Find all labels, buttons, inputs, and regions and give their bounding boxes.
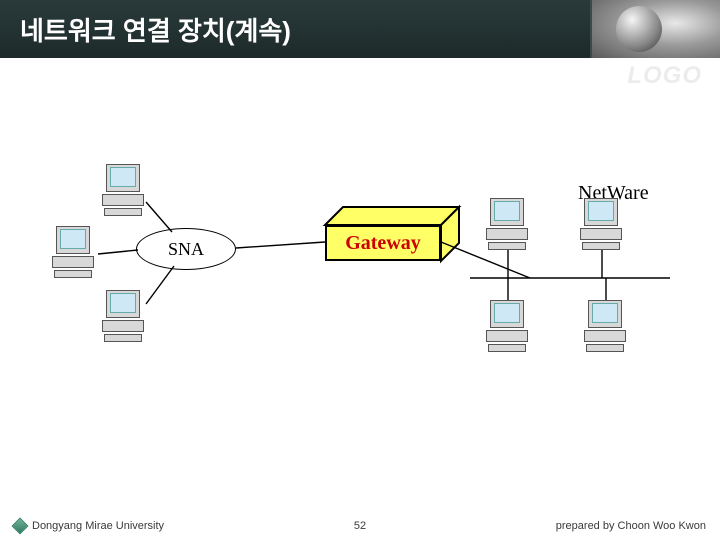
computer-icon bbox=[484, 300, 532, 352]
header-ornament bbox=[590, 0, 720, 58]
header-bar: 네트워크 연결 장치(계속) bbox=[0, 0, 720, 58]
footer-diamond-icon bbox=[12, 518, 29, 535]
footer: Dongyang Mirae University 52 prepared by… bbox=[0, 512, 720, 540]
computer-icon bbox=[50, 226, 98, 278]
computer-icon bbox=[484, 198, 532, 250]
computer-icon bbox=[582, 300, 630, 352]
slide: 네트워크 연결 장치(계속) LOGO SNA Gateway NetWare bbox=[0, 0, 720, 540]
slide-title: 네트워크 연결 장치(계속) bbox=[0, 11, 291, 48]
network-diagram: SNA Gateway NetWare bbox=[30, 150, 690, 410]
footer-left: Dongyang Mirae University bbox=[14, 520, 164, 532]
logo-watermark: LOGO bbox=[627, 62, 702, 90]
footer-university: Dongyang Mirae University bbox=[32, 520, 164, 532]
computer-icon bbox=[578, 198, 626, 250]
footer-page-number: 52 bbox=[354, 520, 366, 532]
footer-author: prepared by Choon Woo Kwon bbox=[556, 520, 706, 532]
computer-icon bbox=[100, 164, 148, 216]
computer-icon bbox=[100, 290, 148, 342]
